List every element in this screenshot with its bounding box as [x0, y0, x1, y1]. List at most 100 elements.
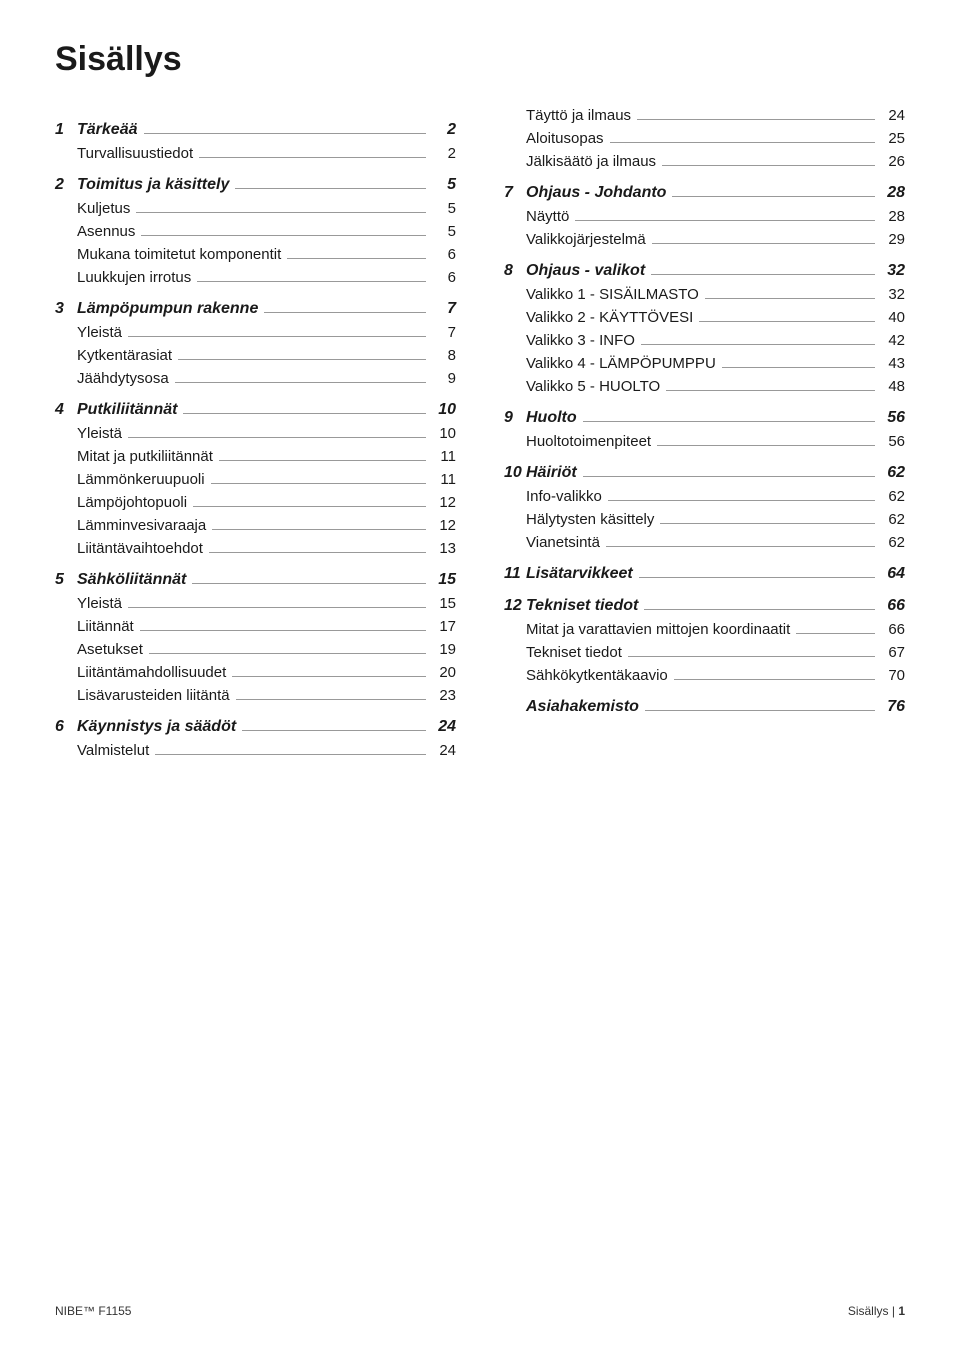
toc-section-row: 2Toimitus ja käsittely5 — [55, 176, 456, 194]
toc-entry-page: 70 — [881, 667, 905, 684]
toc-sub-row: Yleistä 15 — [55, 595, 456, 612]
toc-leader — [583, 476, 875, 477]
toc-section-number: 9 — [504, 409, 526, 427]
toc-leader — [175, 382, 426, 383]
toc-leader — [136, 212, 426, 213]
toc-leader — [128, 336, 426, 337]
toc-leader — [140, 630, 426, 631]
toc-sub-row: Kytkentärasiat8 — [55, 347, 456, 364]
toc-sub-row: Aloitusopas25 — [504, 130, 905, 147]
toc-entry-label: Näyttö — [526, 208, 569, 225]
toc-sub-row: Valikko 4 - LÄMPÖPUMPPU43 — [504, 355, 905, 372]
toc-leader — [211, 483, 426, 484]
toc-entry-page: 25 — [881, 130, 905, 147]
toc-leader — [699, 321, 875, 322]
toc-entry-label: Täyttö ja ilmaus — [526, 107, 631, 124]
toc-leader — [235, 188, 426, 189]
toc-entry-label: Liitäntävaihtoehdot — [77, 540, 203, 557]
toc-leader — [199, 157, 426, 158]
toc-leader — [657, 445, 875, 446]
toc-entry-page: 15 — [432, 571, 456, 589]
toc-sub-row: Asetukset19 — [55, 641, 456, 658]
toc-entry-page: 42 — [881, 332, 905, 349]
toc-sub-row: Valmistelut 24 — [55, 742, 456, 759]
toc-entry-label: Ohjaus - Johdanto — [526, 184, 666, 202]
toc-section-number: 4 — [55, 401, 77, 419]
toc-entry-page: 15 — [432, 595, 456, 612]
toc-section-number: 3 — [55, 300, 77, 318]
toc-entry-page: 20 — [432, 664, 456, 681]
toc-leader — [610, 142, 875, 143]
toc-leader — [639, 577, 875, 578]
toc-entry-label: Sähköliitännät — [77, 571, 186, 589]
toc-entry-page: 2 — [432, 145, 456, 162]
toc-leader — [144, 133, 427, 134]
toc-sub-row: Tekniset tiedot 67 — [504, 644, 905, 661]
toc-section-row: 7Ohjaus - Johdanto 28 — [504, 184, 905, 202]
toc-entry-label: Lisätarvikkeet — [526, 565, 633, 583]
toc-entry-page: 24 — [432, 742, 456, 759]
toc-entry-label: Jäähdytysosa — [77, 370, 169, 387]
toc-entry-label: Yleistä — [77, 595, 122, 612]
toc-leader — [796, 633, 875, 634]
toc-section-number: 11 — [504, 565, 526, 583]
toc-entry-label: Yleistä — [77, 324, 122, 341]
toc-sub-row: Liitäntävaihtoehdot13 — [55, 540, 456, 557]
toc-entry-page: 62 — [881, 464, 905, 482]
toc-entry-page: 19 — [432, 641, 456, 658]
toc-entry-label: Asennus — [77, 223, 135, 240]
toc-leader — [155, 754, 426, 755]
toc-sub-row: Lämminvesivaraaja12 — [55, 517, 456, 534]
toc-section-row: 8Ohjaus - valikot32 — [504, 262, 905, 280]
toc-entry-label: Valikko 2 - KÄYTTÖVESI — [526, 309, 693, 326]
toc-sub-row: Asennus5 — [55, 223, 456, 240]
toc-entry-page: 12 — [432, 517, 456, 534]
toc-entry-page: 10 — [432, 425, 456, 442]
toc-entry-page: 10 — [432, 401, 456, 419]
toc-entry-page: 11 — [432, 471, 456, 488]
toc-sub-row: Kuljetus5 — [55, 200, 456, 217]
toc-section-row: 5Sähköliitännät15 — [55, 571, 456, 589]
toc-section-row: 3Lämpöpumpun rakenne7 — [55, 300, 456, 318]
toc-entry-page: 6 — [432, 269, 456, 286]
toc-entry-page: 76 — [881, 698, 905, 716]
toc-entry-label: Valmistelut — [77, 742, 149, 759]
toc-entry-page: 24 — [881, 107, 905, 124]
toc-sub-row: Liitäntämahdollisuudet 20 — [55, 664, 456, 681]
toc-entry-page: 9 — [432, 370, 456, 387]
toc-entry-page: 2 — [432, 121, 456, 139]
toc-entry-page: 67 — [881, 644, 905, 661]
toc-sub-row: Yleistä7 — [55, 324, 456, 341]
toc-entry-label: Tekniset tiedot — [526, 644, 622, 661]
toc-entry-page: 5 — [432, 200, 456, 217]
toc-leader — [242, 730, 426, 731]
toc-entry-label: Valikko 1 - SISÄILMASTO — [526, 286, 699, 303]
toc-entry-page: 56 — [881, 409, 905, 427]
toc-sub-row: Valikko 1 - SISÄILMASTO32 — [504, 286, 905, 303]
toc-entry-page: 28 — [881, 184, 905, 202]
toc-sub-row: Valikko 5 - HUOLTO48 — [504, 378, 905, 395]
toc-section-row: 1Tärkeää2 — [55, 121, 456, 139]
toc-leader — [637, 119, 875, 120]
toc-entry-page: 6 — [432, 246, 456, 263]
toc-entry-page: 8 — [432, 347, 456, 364]
toc-section-number: 2 — [55, 176, 77, 194]
toc-entry-label: Huolto — [526, 409, 577, 427]
toc-sub-row: Luukkujen irrotus6 — [55, 269, 456, 286]
toc-sub-row: Info-valikko62 — [504, 488, 905, 505]
toc-entry-page: 23 — [432, 687, 456, 704]
toc-entry-label: Valikko 5 - HUOLTO — [526, 378, 660, 395]
toc-leader — [193, 506, 426, 507]
toc-entry-page: 11 — [432, 448, 456, 465]
toc-sub-row: Mitat ja putkiliitännät11 — [55, 448, 456, 465]
toc-leader — [209, 552, 426, 553]
footer-left: NIBE™ F1155 — [55, 1304, 131, 1318]
toc-entry-label: Liitäntämahdollisuudet — [77, 664, 226, 681]
toc-sub-row: Lämpöjohtopuoli12 — [55, 494, 456, 511]
toc-section-number: 12 — [504, 597, 526, 615]
toc-entry-label: Lämpöjohtopuoli — [77, 494, 187, 511]
toc-entry-label: Toimitus ja käsittely — [77, 176, 229, 194]
toc-leader — [264, 312, 426, 313]
toc-section-row: 6Käynnistys ja säädöt24 — [55, 718, 456, 736]
toc-section-number: 7 — [504, 184, 526, 202]
